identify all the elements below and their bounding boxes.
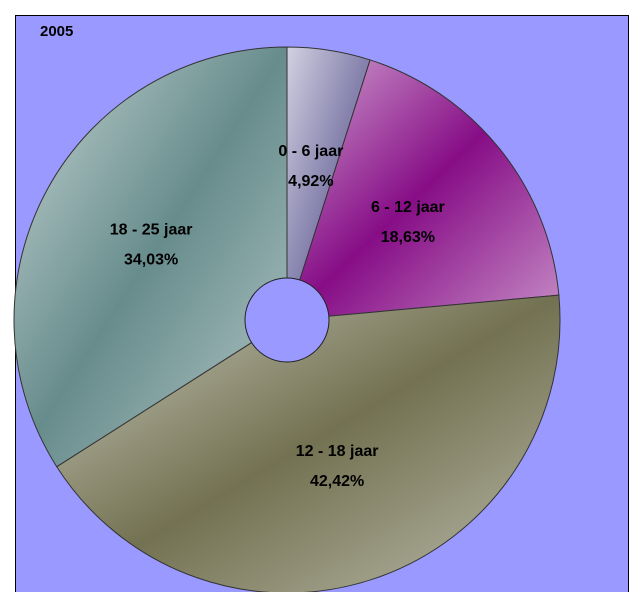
slice-label: 18 - 25 jaar [110,222,193,239]
labels: 0 - 6 jaar 4,92% 6 - 12 jaar 18,63% 12 - 18 … [110,143,445,490]
doughnut-hole [244,277,330,363]
pie-slice [13,46,288,468]
slice-value-label: 34,03% [124,252,178,269]
slice-value-label: 42,42% [310,473,364,490]
slice-value-label: 4,92% [288,173,333,190]
slice-value-label: 18,63% [381,229,435,246]
chart-title: 2005 [40,23,73,40]
slices [13,46,561,592]
slice-label: 6 - 12 jaar [371,199,445,216]
slice-label: 0 - 6 jaar [278,143,343,160]
pie-slice [286,59,560,321]
pie-slice [56,294,561,592]
slice-label: 12 - 18 jaar [296,443,379,460]
